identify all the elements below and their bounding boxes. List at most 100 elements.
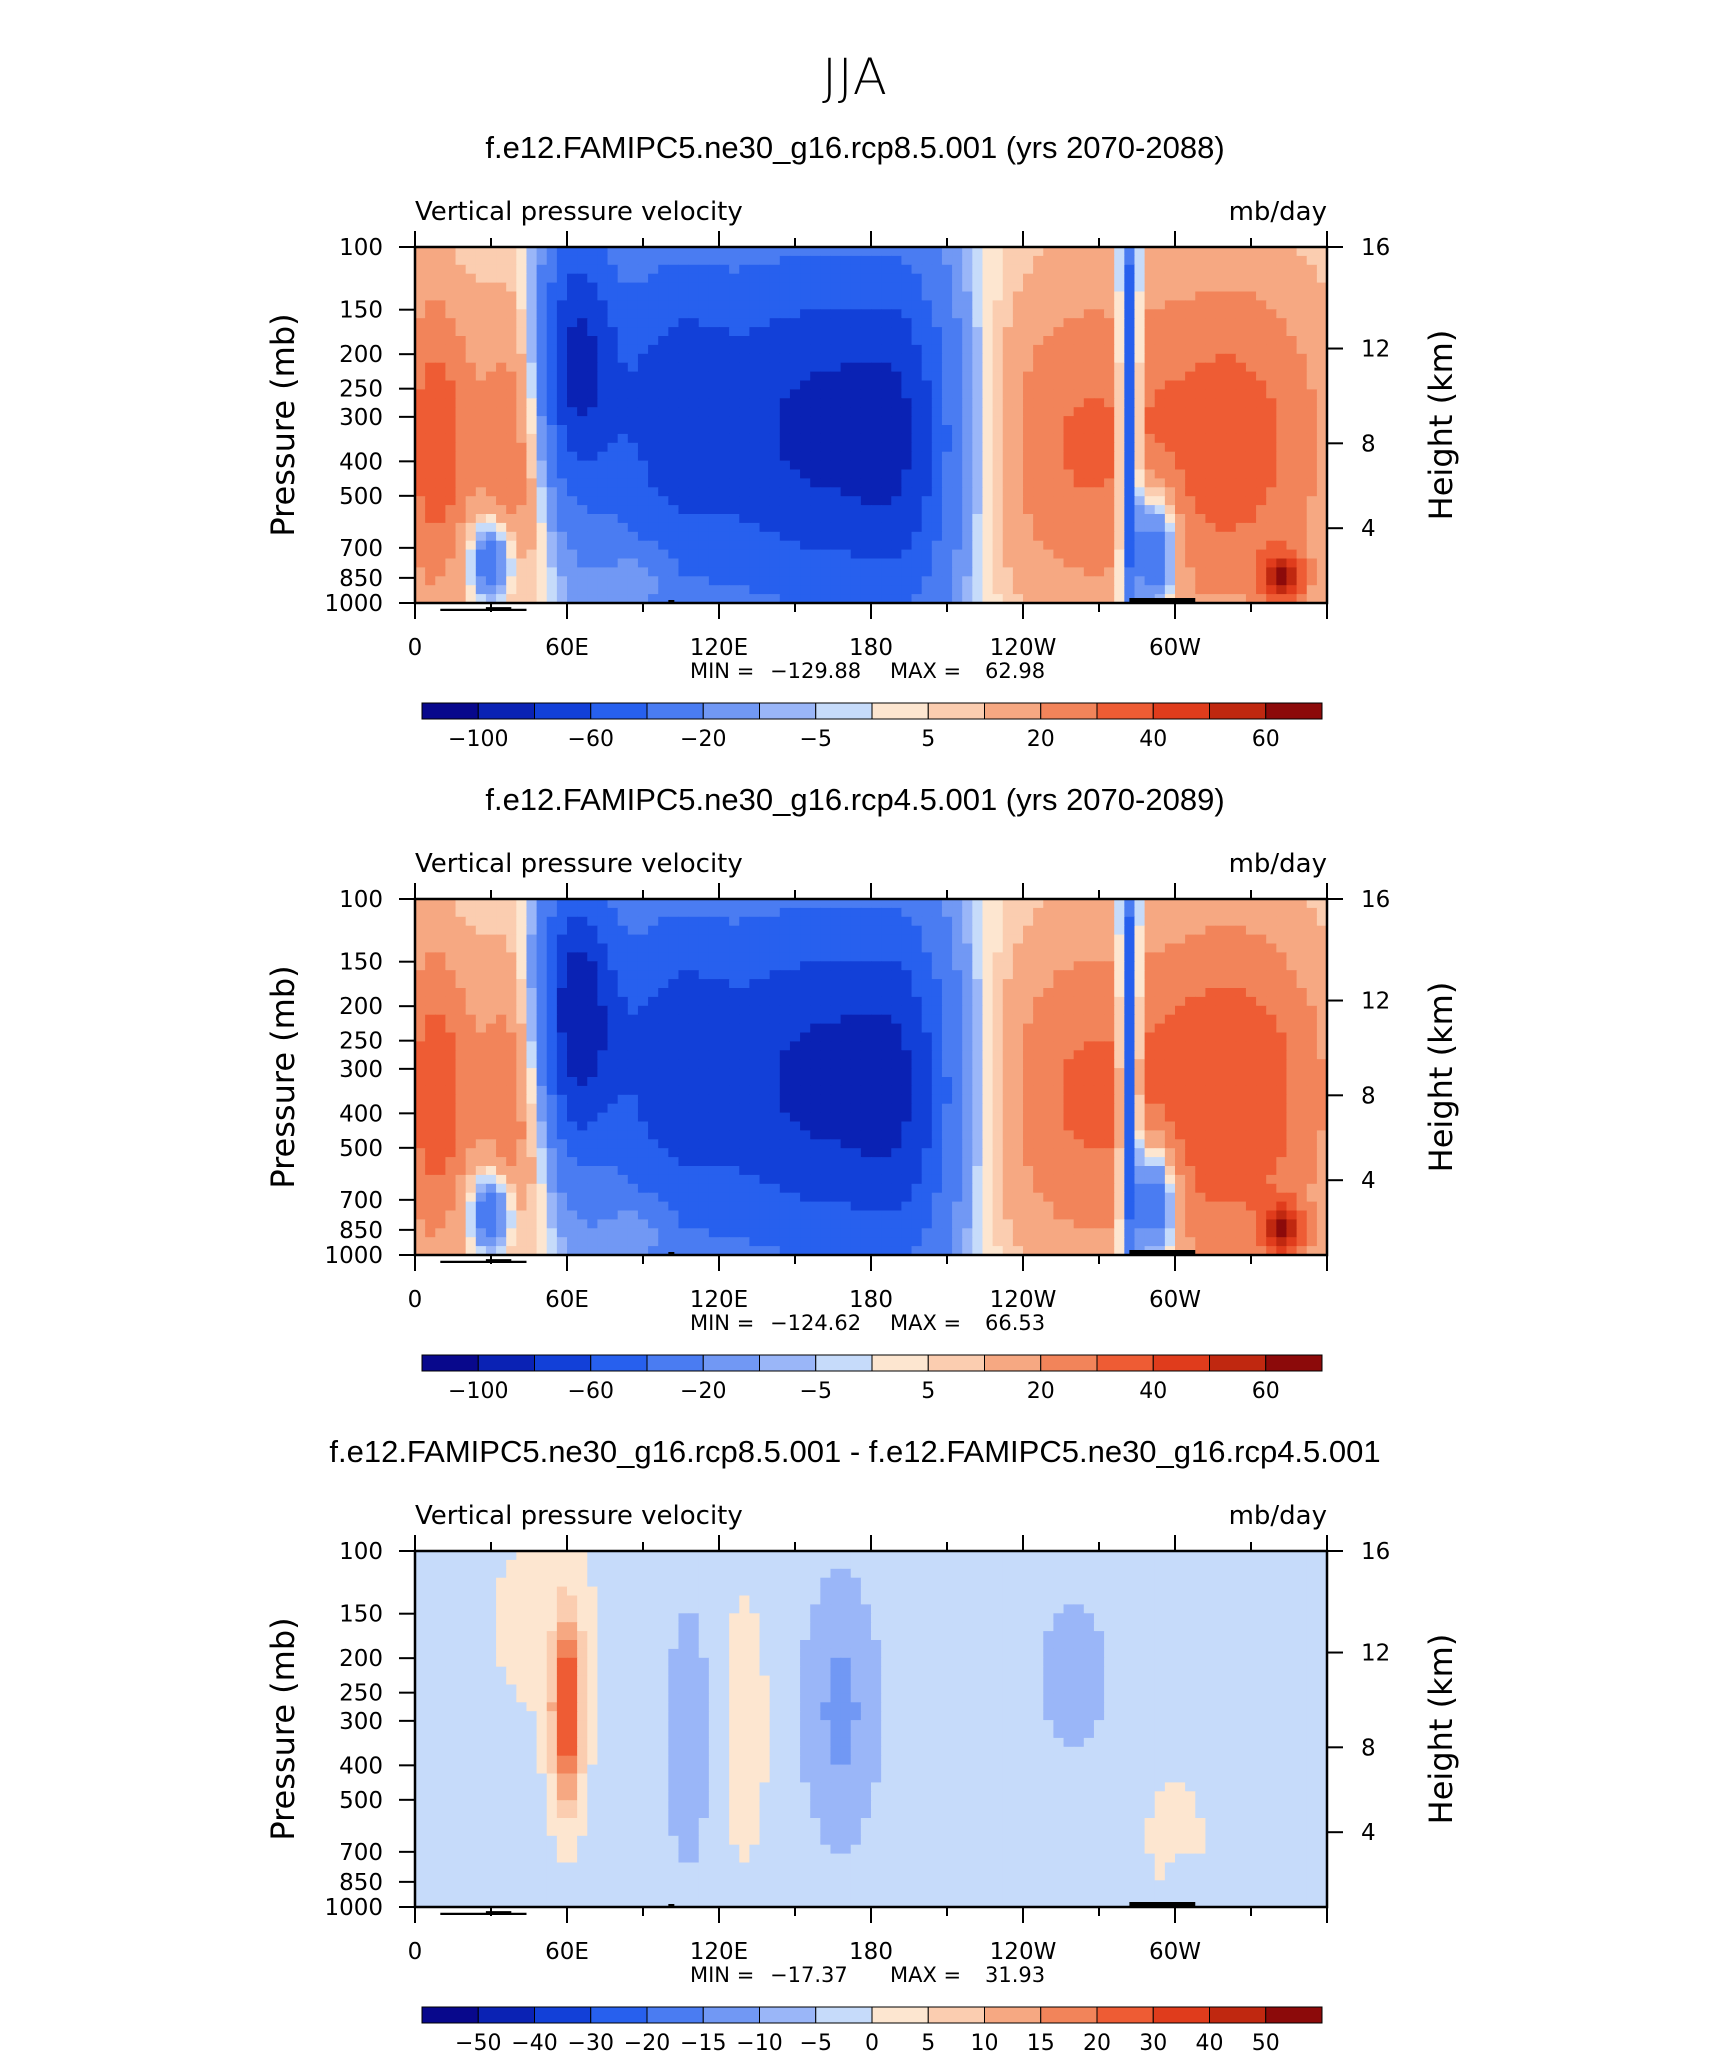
- field-cell: [1074, 416, 1085, 426]
- field-cell: [881, 541, 892, 551]
- field-cell: [922, 416, 933, 426]
- field-cell: [537, 452, 548, 462]
- field-cell: [496, 318, 507, 328]
- field-cell: [425, 505, 436, 514]
- field-cell: [1236, 496, 1247, 506]
- field-cell: [1003, 576, 1014, 586]
- field-cell: [1053, 389, 1064, 399]
- field-cell: [1053, 256, 1064, 266]
- field-cell: [952, 345, 963, 355]
- field-cell: [1064, 363, 1075, 373]
- field-cell: [810, 1015, 821, 1024]
- field-cell: [678, 559, 689, 569]
- field-cell: [1033, 899, 1044, 909]
- field-cell: [567, 283, 578, 293]
- field-cell: [1074, 345, 1085, 355]
- field-cell: [749, 952, 760, 962]
- field-cell: [1053, 461, 1064, 471]
- field-cell: [1084, 327, 1095, 337]
- field-cell: [506, 372, 517, 382]
- field-cell: [1256, 452, 1267, 462]
- field-cell: [901, 478, 912, 488]
- field-cell: [871, 541, 882, 551]
- field-cell: [1185, 1015, 1196, 1024]
- field-cell: [648, 979, 659, 989]
- field-cell: [1307, 470, 1318, 480]
- field-cell: [628, 407, 639, 417]
- field-cell: [668, 523, 679, 533]
- field-cell: [689, 559, 700, 569]
- field-cell: [1195, 443, 1206, 453]
- field-cell: [526, 345, 537, 355]
- field-cell: [658, 283, 669, 293]
- field-cell: [1124, 952, 1135, 962]
- field-cell: [547, 523, 558, 533]
- field-cell: [1043, 265, 1054, 275]
- field-cell: [597, 327, 608, 337]
- field-cell: [1145, 461, 1156, 471]
- field-cell: [1094, 470, 1105, 480]
- field-cell: [830, 1006, 841, 1016]
- field-cell: [1307, 372, 1318, 382]
- field-cell: [729, 407, 740, 417]
- field-cell: [1124, 944, 1135, 954]
- field-cell: [820, 496, 831, 506]
- field-cell: [1185, 452, 1196, 462]
- field-cell: [932, 926, 943, 936]
- field-cell: [506, 292, 517, 302]
- field-cell: [1226, 283, 1237, 293]
- field-cell: [1094, 372, 1105, 382]
- field-cell: [506, 407, 517, 417]
- field-cell: [638, 274, 649, 284]
- field-cell: [790, 514, 801, 524]
- field-cell: [1134, 988, 1145, 998]
- field-cell: [1256, 461, 1267, 471]
- field-cell: [881, 532, 892, 542]
- field-cell: [891, 283, 902, 293]
- field-cell: [739, 532, 750, 542]
- field-cell: [1256, 372, 1267, 382]
- field-cell: [445, 559, 456, 569]
- field-cell: [800, 559, 811, 569]
- field-cell: [689, 283, 700, 293]
- field-cell: [456, 354, 467, 364]
- field-cell: [1134, 961, 1145, 971]
- field-cell: [699, 514, 710, 524]
- field-cell: [1236, 398, 1247, 408]
- field-cell: [1165, 247, 1176, 257]
- field-cell: [1165, 917, 1176, 927]
- field-cell: [506, 944, 517, 954]
- field-cell: [1145, 478, 1156, 488]
- field-cell: [901, 398, 912, 408]
- field-cell: [486, 247, 497, 257]
- field-cell: [881, 514, 892, 524]
- field-cell: [689, 327, 700, 337]
- field-cell: [466, 926, 477, 936]
- field-cell: [456, 478, 467, 488]
- field-cell: [1185, 541, 1196, 551]
- field-cell: [719, 935, 730, 945]
- field-cell: [1003, 363, 1014, 373]
- field-cell: [739, 398, 750, 408]
- field-cell: [709, 372, 720, 382]
- field-cell: [658, 1015, 669, 1024]
- field-cell: [891, 461, 902, 471]
- field-cell: [526, 336, 537, 346]
- field-cell: [820, 541, 831, 551]
- field-cell: [577, 961, 588, 971]
- field-cell: [1124, 256, 1135, 266]
- field-cell: [638, 961, 649, 971]
- field-cell: [760, 961, 771, 971]
- field-cell: [1256, 523, 1267, 533]
- field-cell: [597, 550, 608, 560]
- field-cell: [709, 434, 720, 444]
- field-cell: [1175, 523, 1186, 533]
- field-cell: [1286, 935, 1297, 945]
- field-cell: [608, 970, 619, 980]
- field-cell: [1246, 416, 1257, 426]
- field-cell: [1003, 372, 1014, 382]
- field-cell: [1216, 478, 1227, 488]
- field-cell: [729, 478, 740, 488]
- field-cell: [982, 908, 993, 918]
- field-cell: [1114, 478, 1125, 488]
